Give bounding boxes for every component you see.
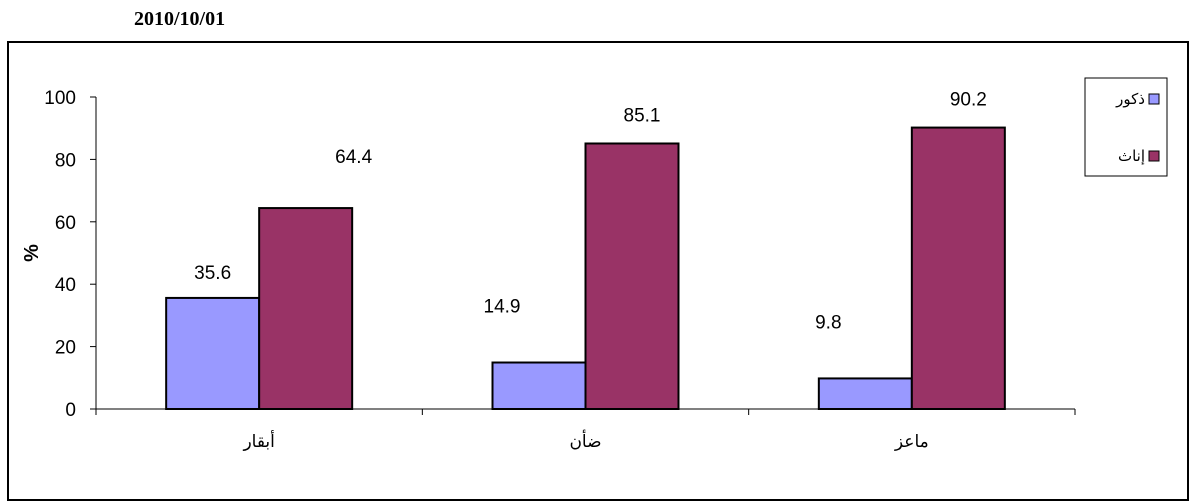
legend-swatch-male <box>1148 93 1160 105</box>
bar-male <box>165 296 261 411</box>
bar-male <box>817 377 913 411</box>
data-label: 64.4 <box>335 147 372 168</box>
legend-label-male: ذكور <box>1115 90 1145 108</box>
data-label: 9.8 <box>815 312 841 333</box>
bar-female <box>584 142 680 410</box>
bar-male <box>491 361 587 410</box>
bar-female <box>910 126 1006 411</box>
y-tick-label: 0 <box>65 400 76 421</box>
x-category-label: أبقار <box>242 430 274 452</box>
legend: ذكور إناث <box>1084 77 1168 177</box>
legend-swatch-female <box>1148 150 1160 162</box>
data-label: 14.9 <box>484 297 521 318</box>
data-label: 35.6 <box>194 263 231 284</box>
x-category-label: ضأن <box>569 429 601 452</box>
y-tick-label: 20 <box>55 338 76 359</box>
data-label: 90.2 <box>950 90 987 111</box>
plot-area: 0 20 40 60 80 100% 35.6 64.4 أبقار 14.9 85.1 ضأن 9.8… <box>21 88 1076 452</box>
chart-date: 2010/10/01 <box>134 8 226 30</box>
y-tick-label: 60 <box>55 213 76 234</box>
y-tick-label: 80 <box>55 150 76 171</box>
data-label: 85.1 <box>624 105 661 126</box>
x-category-label: ماعز <box>894 432 929 452</box>
y-tick-label: 40 <box>55 275 76 296</box>
y-tick-label: 100 <box>44 88 76 109</box>
legend-label-female: إناث <box>1118 147 1145 165</box>
bar-female <box>258 207 354 410</box>
y-axis-title: % <box>21 244 43 262</box>
